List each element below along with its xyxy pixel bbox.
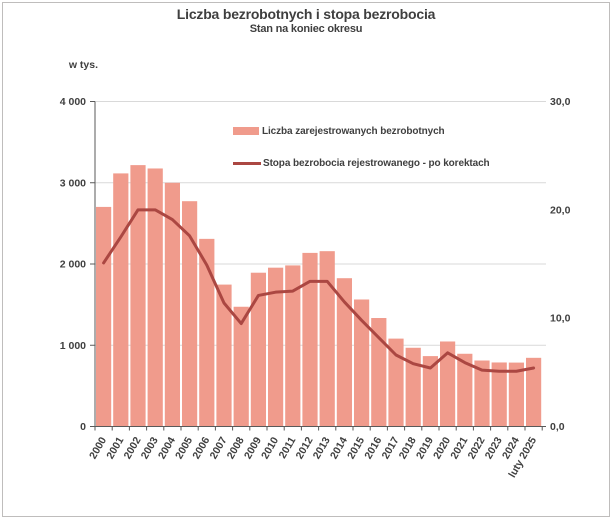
bar	[96, 206, 112, 427]
bar	[130, 165, 146, 427]
bar	[268, 267, 284, 427]
left-axis-tick-label: 4 000	[60, 96, 86, 108]
bar	[371, 318, 387, 427]
right-axis-tick-label: 10,0	[550, 313, 571, 325]
bar	[440, 341, 456, 427]
legend: Liczba zarejestrowanych bezrobotnych Sto…	[233, 124, 490, 188]
left-axis-tick-label: 0	[80, 421, 86, 433]
bar	[422, 356, 438, 427]
bar	[164, 182, 180, 427]
left-axis-tick-label: 3 000	[60, 177, 86, 189]
legend-item-line: Stopa bezrobocia rejestrowanego - po kor…	[233, 156, 490, 170]
chart-subtitle: Stan na koniec okresu	[249, 23, 363, 35]
rate-line	[102, 208, 536, 373]
bar	[474, 360, 490, 427]
left-axis-tick-label: 1 000	[60, 340, 86, 352]
right-axis-tick-label: 20,0	[550, 204, 571, 216]
bar	[233, 306, 249, 427]
left-axis-tick-label: 2 000	[60, 259, 86, 271]
bar	[354, 299, 370, 427]
left-axis-unit-label: w tys.	[68, 59, 98, 71]
line-series-swatch	[233, 161, 261, 165]
x-axis-category-label: 2010	[259, 435, 281, 461]
bar	[216, 284, 232, 427]
bar-series-swatch	[233, 127, 259, 135]
bar	[405, 347, 421, 427]
bar	[113, 173, 129, 427]
bar	[491, 362, 507, 427]
bar	[199, 238, 215, 427]
bar	[147, 168, 163, 427]
legend-item-bars: Liczba zarejestrowanych bezrobotnych	[233, 124, 490, 138]
legend-label-line: Stopa bezrobocia rejestrowanego - po kor…	[263, 157, 490, 169]
bar	[457, 353, 473, 427]
right-axis-tick-label: 30,0	[550, 96, 571, 108]
bar	[526, 357, 542, 427]
bar	[182, 201, 198, 427]
legend-label-bars: Liczba zarejestrowanych bezrobotnych	[262, 125, 445, 137]
chart-title: Liczba bezrobotnych i stopa bezrobocia	[176, 6, 436, 22]
bar	[285, 265, 301, 427]
bar	[302, 252, 318, 427]
bar	[250, 272, 266, 427]
right-axis-tick-label: 0,0	[550, 421, 565, 433]
bar	[336, 278, 352, 427]
bar	[388, 338, 404, 427]
bar	[319, 251, 335, 427]
bar	[508, 362, 524, 427]
